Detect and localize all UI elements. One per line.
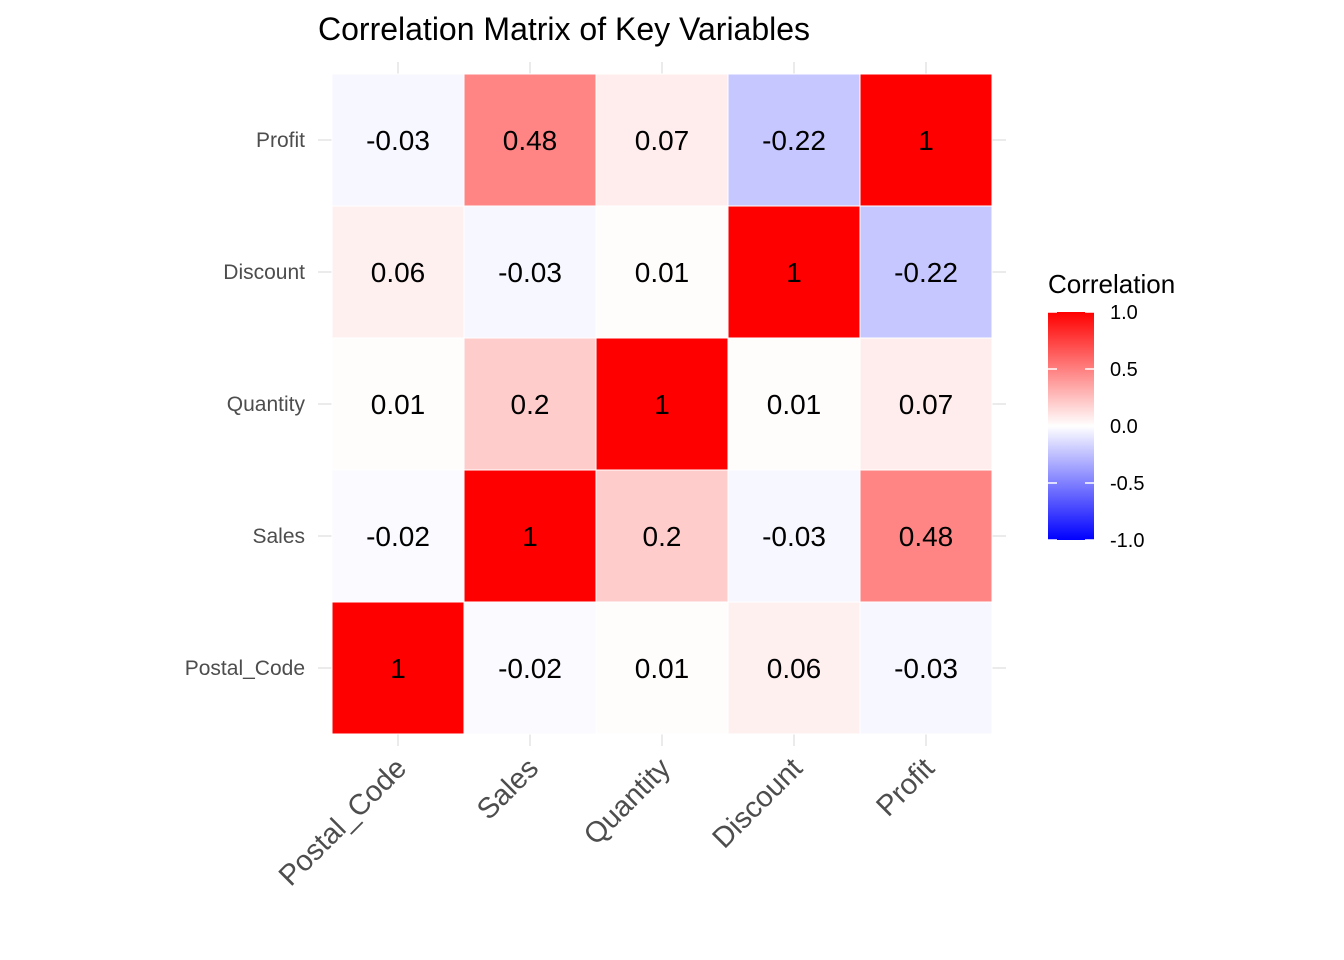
x-axis-ticks: Postal_Code Sales Quantity Discount Profit: [273, 752, 941, 892]
heatmap-cell: [859, 601, 993, 735]
heatmap-cell: [331, 469, 465, 603]
heatmap-cell: [859, 469, 993, 603]
cell-value-label: 0.2: [511, 389, 550, 420]
cell-value-label: 0.48: [503, 125, 558, 156]
cell-value-label: -0.03: [498, 257, 562, 288]
cell-value-label: 0.01: [635, 653, 690, 684]
cell-value-label: 0.48: [899, 521, 954, 552]
heatmap-cell: [727, 601, 861, 735]
cell-value-label: -0.22: [762, 125, 826, 156]
heatmap-cells: [331, 73, 993, 735]
heatmap-cell: [727, 337, 861, 471]
y-axis-ticks: Postal_Code Sales Quantity Discount Profit: [185, 129, 306, 680]
x-tick-label: Profit: [870, 752, 940, 822]
heatmap-cell: [463, 601, 597, 735]
cell-value-label: 0.2: [643, 521, 682, 552]
y-tick-label: Profit: [256, 129, 305, 152]
legend-tick-label: -1.0: [1110, 530, 1144, 552]
heatmap-cell: [463, 73, 597, 207]
heatmap-cell: [331, 337, 465, 471]
legend-tick-label: -0.5: [1110, 473, 1144, 495]
x-tick-label: Sales: [471, 752, 545, 826]
cell-labels: 1 -0.02 0.01 0.06 -0.03 -0.02 1 0.2 -0.03 0.48 0.0…: [366, 125, 958, 684]
heatmap-cell: [331, 601, 465, 735]
cell-value-label: 0.06: [767, 653, 822, 684]
cell-value-label: 0.07: [899, 389, 954, 420]
heatmap-cell: [595, 73, 729, 207]
heatmap-cell: [595, 205, 729, 339]
heatmap-cell: [331, 73, 465, 207]
cell-value-label: 0.07: [635, 125, 690, 156]
heatmap-cell: [331, 205, 465, 339]
cell-value-label: 0.01: [767, 389, 822, 420]
y-tick-label: Quantity: [227, 393, 306, 416]
heatmap-cell: [463, 337, 597, 471]
x-tick-label: Postal_Code: [273, 752, 413, 892]
grid-lines: [318, 62, 1006, 746]
cell-value-label: -0.02: [498, 653, 562, 684]
heatmap-cell: [595, 469, 729, 603]
heatmap-cell: [859, 337, 993, 471]
legend-tick-label: 1.0: [1110, 302, 1138, 324]
cell-value-label: 1: [522, 521, 538, 552]
legend-title: Correlation: [1048, 269, 1175, 299]
heatmap-cell: [463, 205, 597, 339]
cell-value-label: -0.02: [366, 521, 430, 552]
legend-tick-label: 0.5: [1110, 359, 1138, 381]
heatmap-cell: [595, 601, 729, 735]
cell-value-label: -0.22: [894, 257, 958, 288]
heatmap-cell: [727, 469, 861, 603]
cell-value-label: 0.01: [371, 389, 426, 420]
cell-value-label: 1: [918, 125, 934, 156]
legend-tick-label: 0.0: [1110, 416, 1138, 438]
cell-value-label: -0.03: [762, 521, 826, 552]
y-tick-label: Sales: [252, 525, 305, 548]
heatmap-cell: [595, 337, 729, 471]
cell-value-label: -0.03: [894, 653, 958, 684]
chart-title: Correlation Matrix of Key Variables: [318, 11, 810, 47]
cell-value-label: 1: [786, 257, 802, 288]
cell-value-label: 0.06: [371, 257, 426, 288]
heatmap-cell: [859, 73, 993, 207]
cell-value-label: 0.01: [635, 257, 690, 288]
heatmap-cell: [463, 469, 597, 603]
heatmap-cell: [859, 205, 993, 339]
color-legend: Correlation 1.0 0.5 0.0 -0.5 -1.0: [1048, 269, 1175, 552]
x-tick-label: Quantity: [578, 752, 677, 851]
cell-value-label: 1: [654, 389, 670, 420]
heatmap-cell: [727, 205, 861, 339]
y-tick-label: Postal_Code: [185, 657, 305, 680]
x-tick-label: Discount: [707, 752, 809, 854]
cell-value-label: 1: [390, 653, 406, 684]
cell-value-label: -0.03: [366, 125, 430, 156]
y-tick-label: Discount: [223, 261, 305, 284]
